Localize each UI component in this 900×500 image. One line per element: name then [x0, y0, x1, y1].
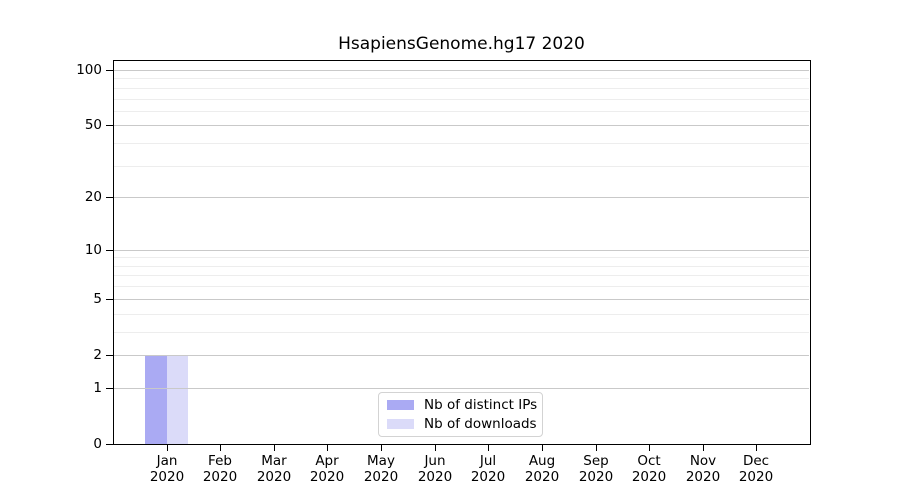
x-tick-label-jan: Jan 2020 — [139, 453, 195, 485]
gridline-minor-30 — [114, 166, 809, 167]
y-tick-0 — [106, 444, 113, 445]
plot-background — [113, 60, 811, 445]
x-tick-label-month: Mar — [261, 453, 287, 469]
x-tick-label-year: 2020 — [256, 469, 292, 485]
y-tick-label-0: 0 — [93, 436, 102, 452]
x-tick-label-year: 2020 — [363, 469, 399, 485]
y-tick-50 — [106, 125, 113, 126]
gridline-major-2 — [114, 355, 809, 356]
gridline-minor-70 — [114, 99, 809, 100]
x-tick-oct — [649, 445, 650, 451]
gridline-minor-80 — [114, 88, 809, 89]
x-tick-label-year: 2020 — [417, 469, 453, 485]
x-tick-label-month: Aug — [528, 453, 556, 469]
legend: Nb of distinct IPs Nb of downloads — [378, 392, 543, 437]
x-tick-label-jun: Jun 2020 — [407, 453, 463, 485]
y-tick-label-1: 1 — [93, 380, 102, 396]
x-tick-label-year: 2020 — [470, 469, 506, 485]
bar-nb-of-distinct-ips-jan — [145, 355, 167, 444]
x-tick-label-year: 2020 — [524, 469, 560, 485]
x-tick-feb — [220, 445, 221, 451]
x-tick-sep — [596, 445, 597, 451]
gridline-major-5 — [114, 299, 809, 300]
y-tick-label-2: 2 — [93, 347, 102, 363]
gridline-minor-3 — [114, 332, 809, 333]
x-tick-label-dec: Dec 2020 — [728, 453, 784, 485]
x-tick-label-month: Apr — [315, 453, 339, 469]
x-tick-label-mar: Mar 2020 — [246, 453, 302, 485]
x-tick-mar — [274, 445, 275, 451]
legend-label-downloads: Nb of downloads — [424, 416, 537, 432]
gridline-major-1 — [114, 388, 809, 389]
x-tick-label-feb: Feb 2020 — [192, 453, 248, 485]
x-tick-label-year: 2020 — [202, 469, 238, 485]
y-tick-2 — [106, 355, 113, 356]
x-tick-label-oct: Oct 2020 — [621, 453, 677, 485]
gridline-minor-6 — [114, 286, 809, 287]
x-tick-label-jul: Jul 2020 — [460, 453, 516, 485]
gridline-major-20 — [114, 197, 809, 198]
x-tick-label-year: 2020 — [309, 469, 345, 485]
x-tick-label-month: Jul — [479, 453, 497, 469]
x-tick-may — [381, 445, 382, 451]
bar-nb-of-downloads-jan — [166, 355, 189, 444]
x-tick-label-month: Nov — [689, 453, 717, 469]
x-tick-label-may: May 2020 — [353, 453, 409, 485]
x-tick-label-year: 2020 — [685, 469, 721, 485]
legend-item-distinct-ips: Nb of distinct IPs — [387, 397, 542, 413]
x-tick-apr — [327, 445, 328, 451]
x-tick-label-year: 2020 — [578, 469, 614, 485]
x-tick-label-aug: Aug 2020 — [514, 453, 570, 485]
gridline-minor-4 — [114, 314, 809, 315]
x-tick-nov — [703, 445, 704, 451]
x-tick-dec — [756, 445, 757, 451]
x-tick-label-month: Oct — [637, 453, 661, 469]
gridline-major-100 — [114, 70, 809, 71]
y-tick-5 — [106, 299, 113, 300]
x-tick-label-month: Sep — [583, 453, 609, 469]
gridline-major-10 — [114, 250, 809, 251]
y-tick-label-10: 10 — [84, 242, 102, 258]
x-tick-label-year: 2020 — [738, 469, 774, 485]
x-tick-label-year: 2020 — [149, 469, 185, 485]
legend-swatch-downloads — [387, 419, 414, 429]
legend-label-distinct-ips: Nb of distinct IPs — [424, 397, 538, 413]
x-tick-label-month: Feb — [208, 453, 232, 469]
x-tick-label-sep: Sep 2020 — [568, 453, 624, 485]
gridline-minor-60 — [114, 111, 809, 112]
x-tick-label-apr: Apr 2020 — [299, 453, 355, 485]
y-tick-label-5: 5 — [93, 291, 102, 307]
y-tick-1 — [106, 388, 113, 389]
x-tick-label-nov: Nov 2020 — [675, 453, 731, 485]
gridline-minor-8 — [114, 266, 809, 267]
y-tick-label-100: 100 — [76, 62, 102, 78]
x-tick-label-month: May — [367, 453, 395, 469]
y-tick-label-20: 20 — [84, 189, 102, 205]
chart-title: HsapiensGenome.hg17 2020 — [338, 34, 585, 54]
legend-swatch-distinct-ips — [387, 400, 414, 410]
gridline-minor-40 — [114, 143, 809, 144]
x-tick-aug — [542, 445, 543, 451]
x-tick-label-month: Jan — [156, 453, 178, 469]
x-tick-label-month: Dec — [742, 453, 770, 469]
x-tick-jun — [435, 445, 436, 451]
y-tick-20 — [106, 197, 113, 198]
legend-item-downloads: Nb of downloads — [387, 416, 542, 432]
gridline-minor-9 — [114, 257, 809, 258]
x-tick-label-month: Jun — [424, 453, 446, 469]
x-tick-jan — [167, 445, 168, 451]
gridline-minor-90 — [114, 78, 809, 79]
y-tick-10 — [106, 250, 113, 251]
y-tick-100 — [106, 70, 113, 71]
x-tick-jul — [488, 445, 489, 451]
gridline-minor-7 — [114, 275, 809, 276]
x-tick-label-year: 2020 — [631, 469, 667, 485]
y-tick-label-50: 50 — [84, 117, 102, 133]
gridline-major-50 — [114, 125, 809, 126]
